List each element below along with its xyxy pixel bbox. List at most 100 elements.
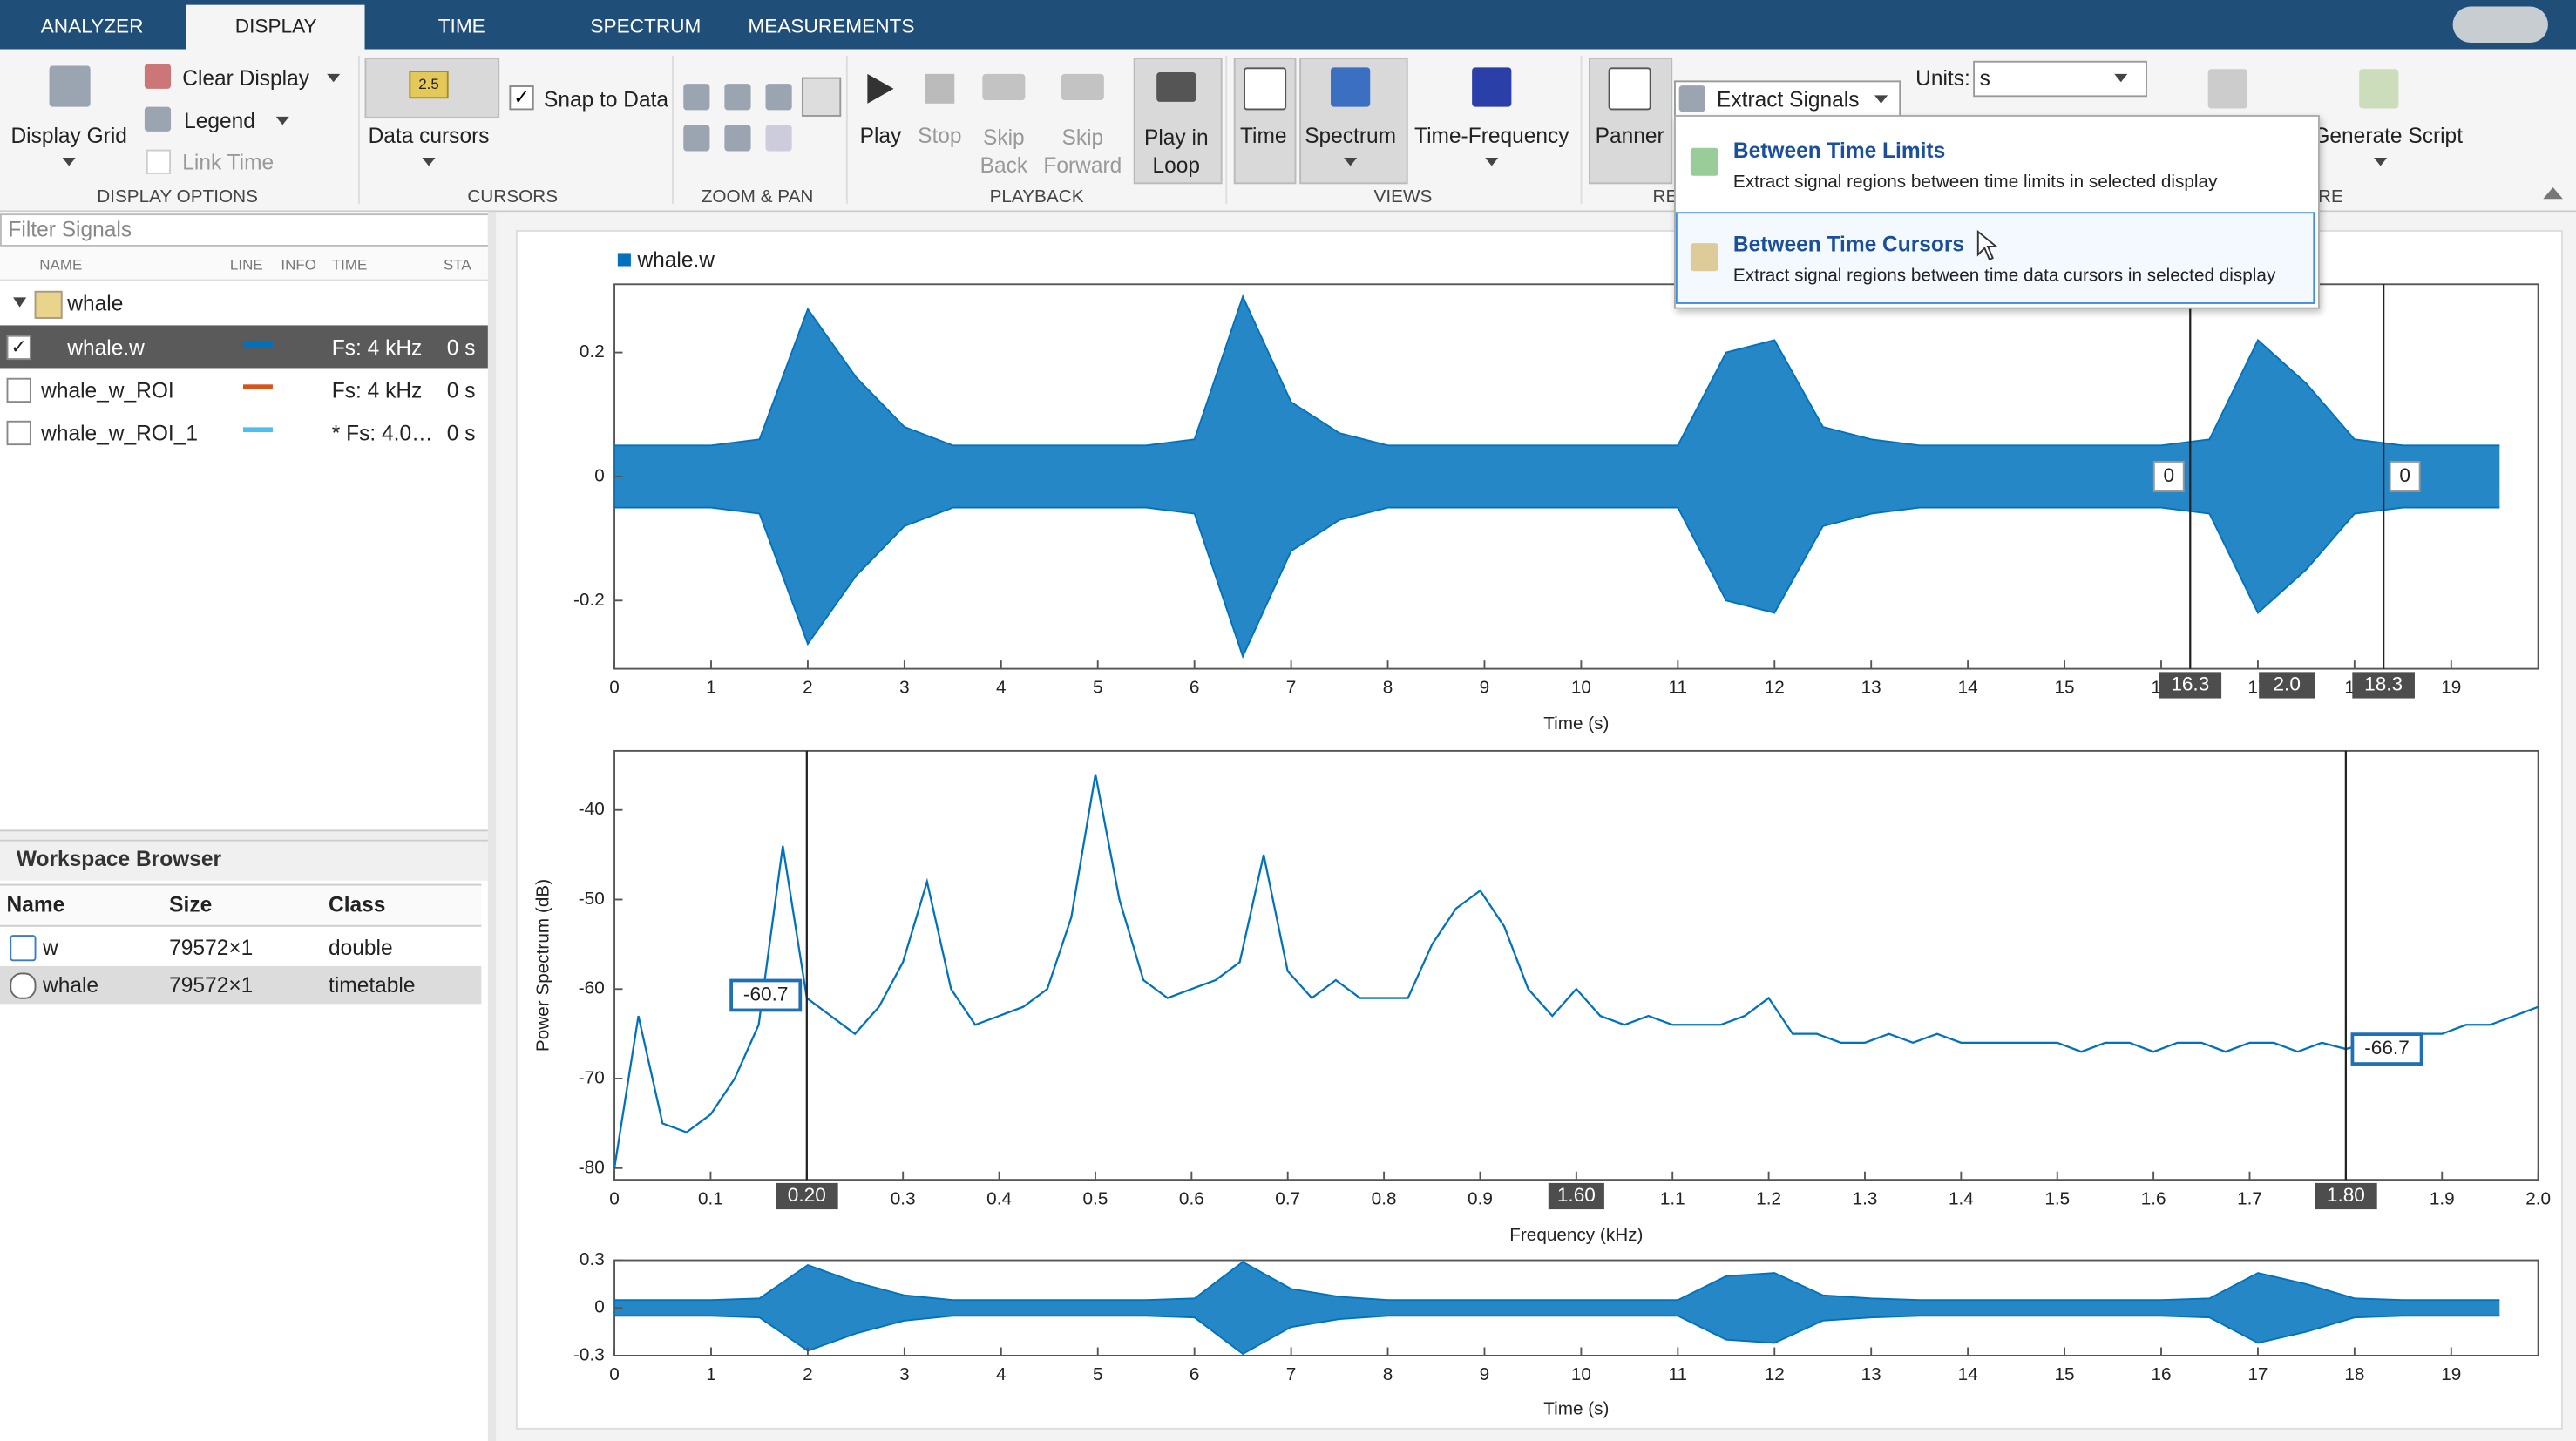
column-header[interactable]: LINE — [229, 256, 263, 274]
column-header[interactable]: Class — [329, 892, 386, 917]
menu-item-description[interactable]: Extract signal regions between time limi… — [1732, 173, 2218, 193]
workspace-cell[interactable]: double — [329, 935, 393, 960]
caret[interactable] — [2114, 73, 2128, 83]
filter-placeholder[interactable]: Filter Signals — [8, 216, 132, 242]
menu-item-title[interactable]: Between Time Limits — [1732, 138, 1946, 163]
zoom-icon[interactable] — [724, 84, 751, 111]
skip-forward-icon[interactable] — [1061, 73, 1104, 101]
export-icon[interactable] — [2207, 69, 2247, 109]
time-icon[interactable] — [1244, 67, 1287, 111]
units-value[interactable]: s — [1979, 65, 1990, 91]
caret[interactable] — [1344, 158, 1358, 166]
time-frequency-icon[interactable] — [1472, 67, 1512, 107]
help-button[interactable] — [2452, 6, 2548, 44]
clear-icon[interactable] — [144, 64, 172, 89]
loop-icon[interactable] — [1156, 71, 1196, 102]
select-tool[interactable] — [801, 77, 842, 117]
stop-icon[interactable] — [925, 73, 955, 104]
menu-item-description[interactable]: Extract signal regions between time data… — [1732, 266, 2276, 287]
column-header[interactable]: Size — [169, 892, 213, 917]
collapse-toolstrip[interactable] — [2543, 187, 2563, 200]
script-icon[interactable] — [2359, 69, 2399, 109]
tree-group[interactable]: whale — [67, 290, 124, 316]
column-header[interactable]: STA — [444, 256, 471, 274]
x-tick-label: 0.7 — [1275, 1188, 1300, 1208]
cursor-delta-box — [2259, 672, 2315, 699]
checkbox[interactable] — [146, 149, 172, 174]
tab[interactable]: SPECTRUM — [590, 14, 702, 38]
signal-name[interactable]: whale_w_ROI — [41, 377, 174, 403]
panel-divider[interactable] — [487, 212, 497, 1441]
checkbox-label[interactable]: Link Time — [182, 149, 275, 174]
zoom-icon[interactable] — [765, 84, 792, 111]
table-header — [0, 246, 488, 281]
skip-back-icon[interactable] — [982, 73, 1026, 101]
cursor-value-box — [2350, 1032, 2423, 1066]
workspace-header — [0, 883, 482, 927]
workspace-cell[interactable]: whale — [43, 972, 99, 998]
tab[interactable]: DISPLAY — [234, 14, 317, 38]
caret[interactable] — [62, 158, 76, 166]
signal-name[interactable]: whale.w — [67, 335, 145, 361]
tab[interactable]: MEASUREMENTS — [748, 14, 915, 38]
caret[interactable] — [327, 73, 341, 83]
button-label[interactable]: Stop — [918, 123, 962, 148]
splitter[interactable] — [0, 829, 488, 842]
button-label[interactable]: Time — [1239, 123, 1287, 148]
button-label[interactable]: Generate Script — [2313, 123, 2464, 148]
checkbox[interactable] — [6, 377, 31, 403]
plot-area — [613, 749, 2539, 1181]
button-label[interactable]: Extract Signals — [1717, 86, 1860, 112]
tab[interactable]: TIME — [437, 14, 485, 38]
filter-input[interactable] — [0, 213, 490, 247]
workspace-cell[interactable]: timetable — [329, 972, 416, 998]
x-tick-label: 0 — [609, 1188, 620, 1208]
legend-icon[interactable] — [144, 106, 172, 132]
button-label[interactable]: Clear Display — [182, 65, 310, 91]
workspace-cell[interactable]: 79572×1 — [169, 935, 254, 960]
column-header[interactable]: TIME — [331, 256, 368, 274]
button-label[interactable]: Time-Frequency — [1414, 123, 1569, 148]
extract-signals-button[interactable] — [1674, 80, 1901, 120]
menu-item-hover[interactable] — [1675, 212, 2315, 304]
button-label[interactable]: Skip Forward — [1043, 125, 1122, 178]
selected-row[interactable] — [0, 325, 488, 369]
button-label[interactable]: Play in Loop — [1144, 125, 1209, 178]
checkbox-checked[interactable]: ✓ — [509, 85, 534, 111]
button-label[interactable]: Display Grid — [10, 123, 127, 148]
caret[interactable] — [1874, 95, 1888, 104]
button-label[interactable]: Legend — [184, 108, 255, 133]
button-label[interactable]: Panner — [1595, 123, 1664, 148]
loop-button[interactable] — [1133, 58, 1223, 185]
display-grid-icon[interactable] — [49, 65, 91, 107]
checkbox[interactable] — [6, 420, 31, 446]
workspace-cell[interactable]: w — [43, 935, 58, 960]
cursor-delta-label: 1.60 — [1557, 1184, 1596, 1206]
spectrum-icon[interactable] — [1331, 67, 1371, 107]
caret[interactable] — [422, 158, 436, 166]
play-icon[interactable] — [867, 73, 894, 104]
zoom-icon[interactable] — [724, 125, 751, 152]
button-label[interactable]: Data cursors — [368, 123, 490, 148]
menu-item-title[interactable]: Between Time Cursors — [1732, 231, 1965, 257]
workspace-cell[interactable]: 79572×1 — [169, 972, 254, 998]
y-tick-label: 0 — [594, 465, 605, 485]
button-label[interactable]: Play — [859, 123, 902, 148]
checkbox-label[interactable]: Snap to Data — [544, 86, 669, 112]
zoom-icon[interactable] — [683, 125, 710, 152]
signal-name[interactable]: whale_w_ROI_1 — [41, 420, 198, 446]
caret[interactable] — [1485, 158, 1499, 166]
button-label[interactable]: Skip Back — [980, 125, 1028, 178]
zoom-icon[interactable] — [683, 84, 710, 111]
zoom-icon[interactable] — [765, 125, 792, 152]
column-header[interactable]: INFO — [281, 256, 316, 274]
button-label[interactable]: Spectrum — [1305, 123, 1397, 148]
tree-toggle[interactable] — [13, 297, 27, 308]
panner-icon[interactable] — [1608, 67, 1651, 111]
caret[interactable] — [275, 116, 289, 125]
tab[interactable]: ANALYZER — [40, 14, 144, 38]
column-header[interactable]: NAME — [39, 256, 83, 274]
column-header[interactable]: Name — [6, 892, 65, 917]
caret[interactable] — [2374, 158, 2388, 166]
checkbox[interactable]: ✓ — [6, 335, 31, 361]
